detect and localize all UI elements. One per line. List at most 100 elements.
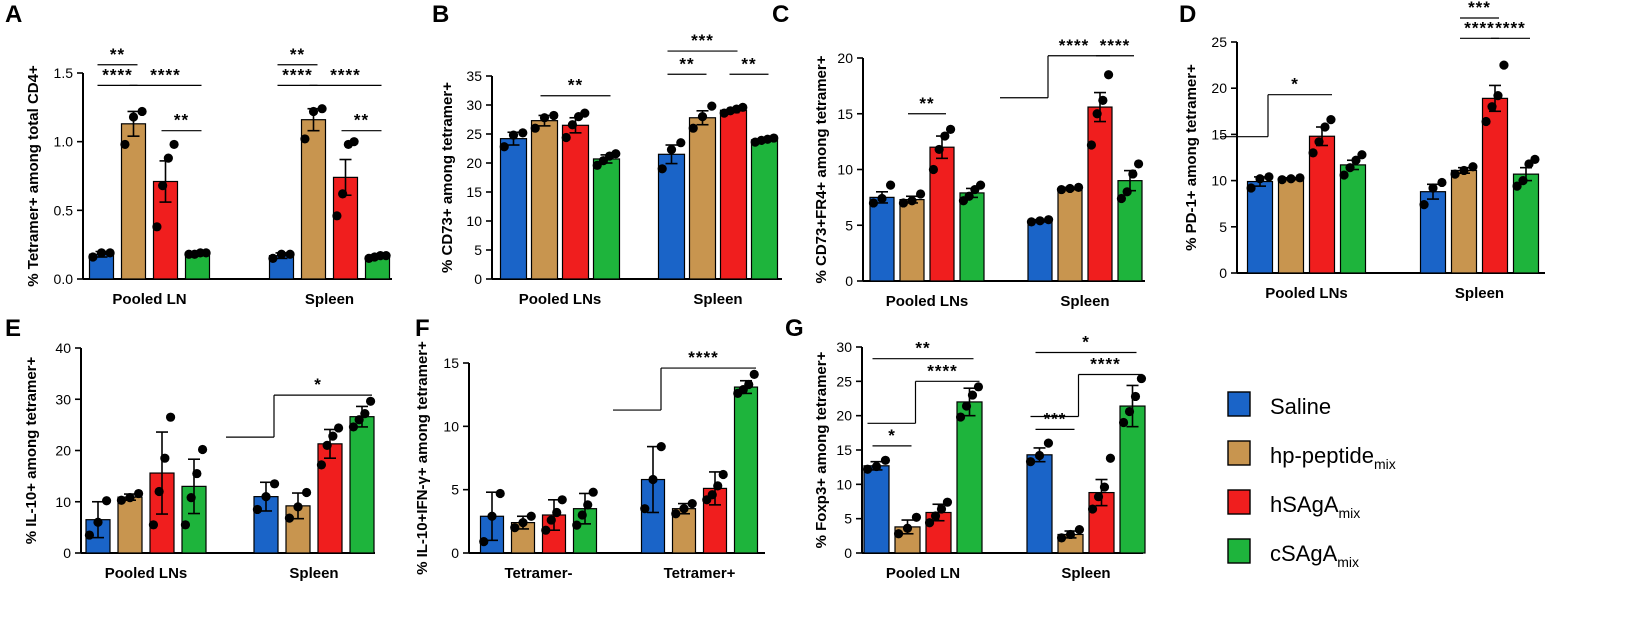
data-point xyxy=(1255,174,1265,184)
x-category-label: Spleen xyxy=(289,565,338,582)
data-point xyxy=(557,495,567,505)
x-category-label: Pooled LNs xyxy=(1265,285,1348,302)
data-point xyxy=(1487,102,1497,112)
bar xyxy=(719,109,748,280)
bar xyxy=(561,124,590,280)
data-point xyxy=(116,495,127,505)
y-axis-label: % CD73+ among tetramer+ xyxy=(439,82,456,273)
data-point xyxy=(940,131,950,141)
y-tick-label: 30 xyxy=(55,391,71,407)
data-point xyxy=(201,248,211,258)
x-category-label: Tetramer- xyxy=(504,565,572,582)
significance-label: ** xyxy=(354,111,369,130)
panel-letter: F xyxy=(415,315,430,342)
y-tick-label: 0 xyxy=(845,273,853,289)
data-point xyxy=(679,504,689,514)
bar xyxy=(592,158,621,280)
data-point xyxy=(936,504,947,514)
data-point xyxy=(1246,183,1256,193)
data-point xyxy=(898,198,909,208)
x-category-label: Spleen xyxy=(1455,285,1504,302)
bar xyxy=(899,199,925,282)
significance-label: ** xyxy=(290,45,305,64)
data-point xyxy=(285,249,295,259)
significance-label: **** xyxy=(282,65,312,84)
y-tick-label: 15 xyxy=(443,355,459,371)
y-tick-label: 10 xyxy=(443,418,459,434)
y-tick-label: 0.0 xyxy=(54,271,74,287)
data-point xyxy=(577,510,587,520)
data-point xyxy=(975,180,986,190)
significance-label: ** xyxy=(110,45,125,64)
data-point xyxy=(495,488,505,499)
panel-D: D % PD-1+ among tetramer+ 0 5 10 15 20 25 Pooled… xyxy=(1179,0,1545,302)
significance-label: **** xyxy=(1100,36,1130,55)
significance-label: ** xyxy=(568,76,583,95)
data-point xyxy=(137,106,147,117)
data-point xyxy=(186,493,196,503)
y-tick-label: 5 xyxy=(474,242,482,258)
data-point xyxy=(261,492,271,502)
data-point xyxy=(301,487,312,498)
data-point xyxy=(133,488,144,499)
data-point xyxy=(125,493,135,503)
legend-subscript: mix xyxy=(1374,456,1396,472)
y-tick-label: 15 xyxy=(836,442,852,458)
significance-label: **** xyxy=(150,65,180,84)
data-point xyxy=(293,502,303,512)
bar xyxy=(869,196,895,282)
y-tick-label: 20 xyxy=(1211,80,1227,96)
data-point xyxy=(1286,174,1296,184)
data-point xyxy=(934,144,944,155)
data-point xyxy=(154,486,164,497)
y-tick-label: 1.5 xyxy=(54,65,74,81)
data-point xyxy=(354,415,364,425)
bar xyxy=(733,386,759,554)
data-point xyxy=(541,525,551,535)
data-point xyxy=(687,499,697,509)
legend-swatch xyxy=(1227,489,1251,515)
data-point xyxy=(276,249,287,259)
significance-label: ** xyxy=(174,111,189,130)
panel-letter: E xyxy=(5,315,21,342)
data-point xyxy=(738,102,748,112)
data-point xyxy=(885,180,896,190)
y-tick-label: 10 xyxy=(836,476,852,492)
data-point xyxy=(1065,529,1076,540)
bar xyxy=(300,119,327,280)
data-point xyxy=(365,396,376,406)
data-point xyxy=(518,518,528,528)
data-point xyxy=(697,112,708,122)
data-point xyxy=(1074,525,1085,535)
legend-swatch xyxy=(1227,391,1251,417)
data-point xyxy=(328,431,338,441)
y-tick-label: 25 xyxy=(466,126,482,142)
data-point xyxy=(713,481,723,491)
y-tick-label: 0 xyxy=(474,271,482,287)
data-point xyxy=(93,517,103,527)
bar xyxy=(349,416,375,554)
data-point xyxy=(105,248,115,258)
data-point xyxy=(928,164,939,175)
y-tick-label: 1.0 xyxy=(54,134,74,150)
data-point xyxy=(1099,482,1110,492)
data-point xyxy=(1025,457,1036,467)
data-point xyxy=(930,511,941,521)
bar xyxy=(1057,187,1083,282)
data-point xyxy=(510,523,520,533)
data-point xyxy=(1345,163,1355,173)
y-tick-label: 5 xyxy=(845,217,853,233)
data-point xyxy=(158,181,168,191)
data-point xyxy=(546,515,556,525)
significance-label: **** xyxy=(1495,18,1525,37)
data-point xyxy=(332,211,342,221)
bar xyxy=(1339,164,1367,274)
significance-label: **** xyxy=(1464,18,1494,37)
bar xyxy=(1246,180,1274,274)
x-category-label: Pooled LNs xyxy=(105,565,188,582)
legend-swatch xyxy=(1227,538,1251,564)
significance-label: **** xyxy=(330,65,360,84)
y-tick-label: 30 xyxy=(466,97,482,113)
data-point xyxy=(308,106,319,117)
significance-label: ** xyxy=(741,54,756,73)
